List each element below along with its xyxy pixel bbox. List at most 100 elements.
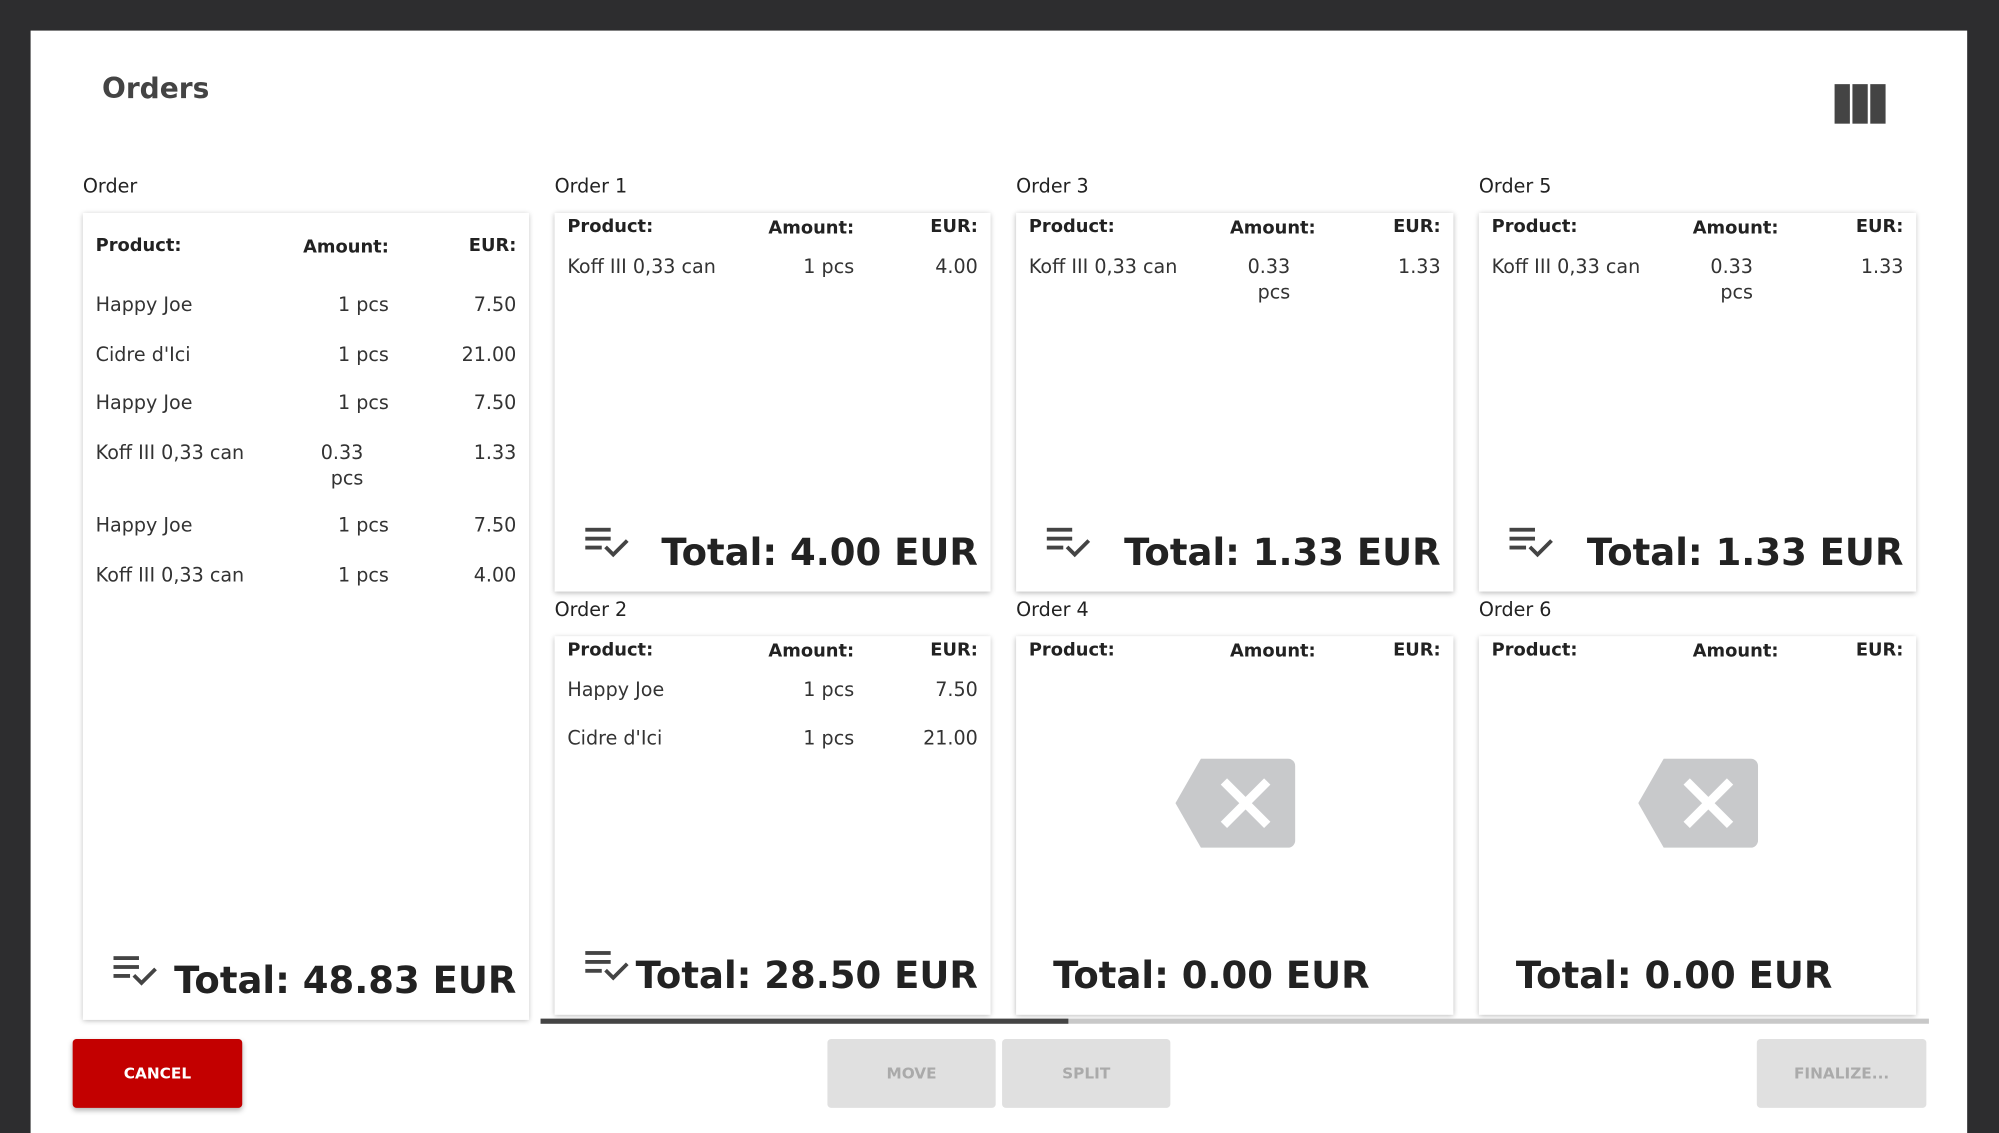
- order-total: Total: 48.83 EUR: [174, 958, 517, 1003]
- header-eur: EUR:: [1393, 639, 1441, 661]
- horizontal-scrollbar[interactable]: [540, 1018, 1929, 1024]
- header-product: Product:: [1491, 216, 1578, 238]
- order-total: Total: 28.50 EUR: [635, 953, 978, 997]
- empty-order-icon: [1175, 758, 1296, 848]
- order-item-row[interactable]: Cidre d'Ici 1 pcs 21.00: [567, 727, 978, 752]
- header-eur: EUR:: [1393, 216, 1441, 238]
- item-eur: 4.00: [935, 254, 978, 278]
- item-amount: 1 pcs: [337, 293, 389, 317]
- order-label: Order 2: [554, 597, 628, 621]
- order-label: Order 1: [554, 174, 628, 198]
- item-product: Koff III 0,33 can: [95, 563, 245, 587]
- item-product: Happy Joe: [95, 293, 193, 317]
- item-product: Happy Joe: [567, 678, 665, 702]
- item-eur: 7.50: [473, 513, 517, 537]
- scrollbar-thumb[interactable]: [540, 1018, 1069, 1024]
- item-eur: 4.00: [473, 563, 517, 587]
- header-product: Product:: [95, 235, 182, 257]
- order-item-row[interactable]: Koff III 0,33 can 0.33 pcs 1.33: [1491, 254, 1904, 303]
- item-eur: 1.33: [473, 441, 517, 465]
- header-eur: EUR:: [930, 639, 978, 661]
- header-amount: Amount:: [768, 218, 855, 239]
- item-amount: 0.33 pcs: [1710, 254, 1753, 304]
- header-amount: Amount:: [768, 641, 855, 662]
- header-eur: EUR:: [1855, 639, 1904, 661]
- column-headers: Product: Amount: EUR:: [1029, 217, 1441, 242]
- header-eur: EUR:: [1855, 216, 1904, 238]
- header-eur: EUR:: [468, 235, 517, 257]
- item-eur: 21.00: [923, 726, 978, 750]
- order-item-row[interactable]: Cidre d'Ici 1 pcs 21.00: [96, 343, 517, 368]
- order-item-row[interactable]: Happy Joe 1 pcs 7.50: [96, 514, 517, 539]
- item-eur: 7.50: [473, 293, 517, 317]
- item-amount: 1 pcs: [803, 678, 855, 702]
- order-item-row[interactable]: Happy Joe 1 pcs 7.50: [96, 293, 517, 318]
- item-amount: 1 pcs: [337, 342, 389, 366]
- item-amount: 1 pcs: [337, 513, 389, 537]
- item-eur: 7.50: [935, 678, 978, 702]
- header-amount: Amount:: [1692, 641, 1779, 662]
- item-amount: 0.33 pcs: [1247, 254, 1291, 304]
- column-headers: Product: Amount: EUR:: [96, 236, 517, 261]
- order-label: Order 4: [1016, 597, 1089, 621]
- order-card[interactable]: Product: Amount: EUR: Koff III 0,33 can 1 pc…: [554, 212, 991, 592]
- header-product: Product:: [1028, 639, 1115, 661]
- header-amount: Amount:: [1229, 218, 1316, 239]
- view-columns-icon[interactable]: [1834, 84, 1886, 124]
- order-item-row[interactable]: Koff III 0,33 can 1 pcs 4.00: [96, 564, 517, 589]
- page-title: Orders: [101, 73, 210, 106]
- select-all-icon[interactable]: [585, 525, 631, 561]
- item-product: Cidre d'Ici: [567, 726, 663, 750]
- order-label: Order: [82, 174, 138, 198]
- item-amount: 1 pcs: [337, 391, 389, 415]
- item-product: Koff III 0,33 can: [567, 254, 716, 278]
- header-amount: Amount:: [1229, 641, 1316, 662]
- item-product: Koff III 0,33 can: [1491, 254, 1641, 278]
- order-item-row[interactable]: Koff III 0,33 can 1 pcs 4.00: [567, 255, 978, 280]
- select-all-icon[interactable]: [1046, 525, 1093, 561]
- order-card[interactable]: Product: Amount: EUR: Total: 0.00 EUR: [1016, 636, 1454, 1015]
- order-item-row[interactable]: Koff III 0,33 can 0.33 pcs 1.33: [96, 441, 517, 489]
- order-card[interactable]: Product: Amount: EUR: Koff III 0,33 can 0.33…: [1016, 212, 1454, 592]
- select-all-icon[interactable]: [585, 949, 631, 985]
- cancel-button[interactable]: CANCEL: [72, 1039, 243, 1108]
- column-headers: Product: Amount: EUR:: [1492, 217, 1904, 242]
- header-product: Product:: [1491, 639, 1578, 661]
- item-amount: 1 pcs: [803, 726, 855, 750]
- finalize-button[interactable]: FINALIZE...: [1756, 1039, 1927, 1108]
- order-item-row[interactable]: Koff III 0,33 can 0.33 pcs 1.33: [1028, 254, 1441, 303]
- order-total: Total: 0.00 EUR: [1515, 953, 1833, 997]
- order-card[interactable]: Product: Amount: EUR: Total: 0.00 EUR: [1478, 636, 1917, 1015]
- header-product: Product:: [1028, 216, 1115, 238]
- item-amount: 1 pcs: [803, 254, 855, 278]
- item-product: Happy Joe: [95, 391, 193, 415]
- column-headers: Product: Amount: EUR:: [1492, 640, 1904, 665]
- order-card[interactable]: Product: Amount: EUR: Happy Joe 1 pcs 7.50 Cid…: [554, 636, 991, 1015]
- item-eur: 1.33: [1860, 254, 1904, 278]
- item-eur: 1.33: [1398, 254, 1441, 278]
- order-card[interactable]: Product: Amount: EUR: Happy Joe 1 pcs 7.50 Cid…: [82, 212, 530, 1020]
- column-headers: Product: Amount: EUR:: [1029, 640, 1441, 665]
- header-product: Product:: [567, 216, 654, 238]
- item-amount: 0.33 pcs: [320, 441, 364, 490]
- item-eur: 7.50: [473, 391, 517, 415]
- order-item-row[interactable]: Happy Joe 1 pcs 7.50: [567, 678, 978, 703]
- order-card[interactable]: Product: Amount: EUR: Koff III 0,33 can 0.33…: [1478, 212, 1917, 592]
- split-button[interactable]: SPLIT: [1002, 1039, 1171, 1108]
- order-label: Order 6: [1478, 597, 1552, 621]
- order-item-row[interactable]: Happy Joe 1 pcs 7.50: [96, 391, 517, 416]
- column-headers: Product: Amount: EUR:: [567, 640, 978, 665]
- select-all-icon[interactable]: [1509, 525, 1555, 561]
- item-product: Happy Joe: [95, 513, 193, 537]
- item-eur: 21.00: [461, 342, 517, 366]
- select-all-icon[interactable]: [113, 954, 159, 990]
- item-product: Cidre d'Ici: [95, 342, 191, 366]
- order-total: Total: 1.33 EUR: [1124, 530, 1441, 574]
- order-label: Order 3: [1016, 174, 1089, 198]
- item-product: Koff III 0,33 can: [1028, 254, 1178, 278]
- order-total: Total: 0.00 EUR: [1053, 953, 1370, 997]
- header-amount: Amount:: [303, 237, 389, 258]
- empty-order-icon: [1638, 758, 1759, 848]
- move-button[interactable]: MOVE: [827, 1039, 996, 1108]
